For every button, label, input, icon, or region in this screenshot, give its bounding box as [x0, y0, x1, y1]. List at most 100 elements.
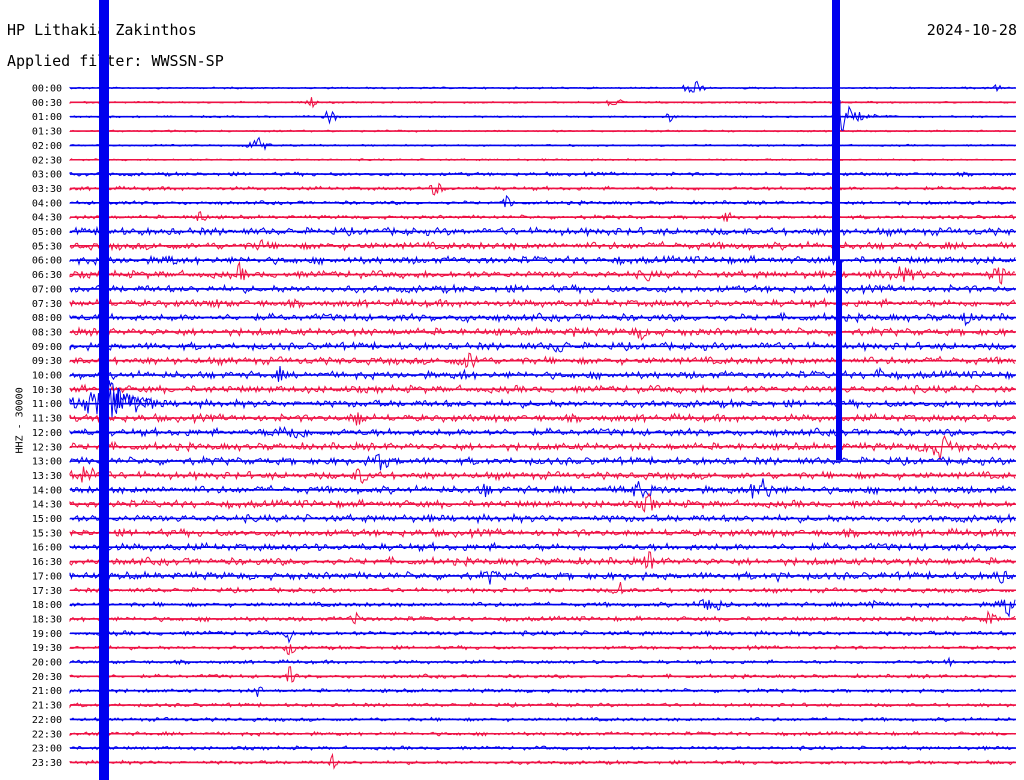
time-tick-label: 07:00 [32, 284, 62, 295]
time-tick-label: 23:30 [32, 758, 62, 769]
seismic-trace [69, 629, 1016, 644]
date-label: 2024-10-28 [926, 21, 1017, 39]
trace-row-1130: 11:30 [32, 412, 1016, 426]
time-tick-label: 15:30 [32, 528, 62, 539]
time-tick-label: 14:30 [32, 500, 62, 511]
trace-row-1500: 15:00 [32, 512, 1016, 525]
time-tick-label: 10:30 [32, 385, 62, 396]
trace-row-1800: 18:00 [32, 598, 1016, 618]
seismic-trace [69, 527, 1016, 540]
trace-row-2130: 21:30 [32, 701, 1016, 712]
time-tick-label: 17:30 [32, 586, 62, 597]
trace-row-1930: 19:30 [32, 643, 1016, 656]
trace-row-1530: 15:30 [32, 527, 1016, 540]
trace-row-0400: 04:00 [32, 194, 1016, 209]
time-tick-label: 06:30 [32, 270, 62, 281]
trace-row-1100: 11:00 [32, 387, 1016, 418]
seismic-trace [69, 311, 1016, 327]
time-tick-label: 14:00 [32, 485, 62, 496]
trace-row-0130: 01:30 [32, 127, 1016, 138]
seismic-trace [69, 610, 1016, 625]
trace-row-0500: 05:00 [32, 225, 1016, 238]
trace-row-1300: 13:00 [32, 453, 1016, 471]
time-tick-label: 16:30 [32, 557, 62, 568]
seismic-trace [69, 569, 1016, 585]
time-tick-label: 07:30 [32, 299, 62, 310]
seismic-trace [69, 80, 1016, 94]
time-tick-label: 12:30 [32, 442, 62, 453]
trace-row-0300: 03:00 [32, 170, 1016, 181]
trace-row-1230: 12:30 [32, 434, 1016, 461]
seismic-trace [69, 581, 1016, 595]
time-tick-label: 09:00 [32, 342, 62, 353]
seismic-trace [69, 297, 1016, 310]
time-tick-label: 02:00 [32, 141, 62, 152]
seismic-trace [69, 666, 1016, 683]
trace-row-0100: 01:00 [32, 110, 1016, 125]
seismic-trace [69, 478, 1016, 499]
trace-row-1030: 10:30 [32, 383, 1016, 396]
trace-row-0330: 03:30 [32, 182, 1016, 196]
time-tick-label: 23:00 [32, 744, 62, 755]
time-tick-label: 17:00 [32, 571, 62, 582]
trace-row-1430: 14:30 [32, 492, 1016, 513]
trace-row-0700: 07:00 [32, 283, 1016, 295]
time-tick-label: 00:00 [32, 84, 62, 95]
time-tick-label: 12:00 [32, 428, 62, 439]
seismic-trace [69, 325, 1016, 341]
time-tick-label: 01:30 [32, 127, 62, 138]
time-tick-label: 19:00 [32, 629, 62, 640]
trace-row-0630: 06:30 [32, 260, 1016, 285]
seismic-trace [69, 598, 1016, 618]
time-tick-label: 13:00 [32, 457, 62, 468]
trace-row-1600: 16:00 [32, 541, 1016, 554]
trace-row-1400: 14:00 [32, 478, 1016, 499]
time-tick-label: 03:30 [32, 184, 62, 195]
time-tick-label: 05:00 [32, 227, 62, 238]
time-tick-label: 03:00 [32, 170, 62, 181]
trace-row-1000: 10:00 [32, 366, 1016, 382]
time-tick-label: 20:00 [32, 658, 62, 669]
time-tick-label: 10:00 [32, 371, 62, 382]
large-event-band [99, 0, 109, 780]
time-tick-label: 19:30 [32, 643, 62, 654]
time-tick-label: 04:30 [32, 213, 62, 224]
trace-row-1700: 17:00 [32, 569, 1016, 585]
trace-row-2230: 22:30 [32, 729, 1016, 740]
time-tick-label: 09:30 [32, 356, 62, 367]
time-tick-label: 11:30 [32, 414, 62, 425]
time-tick-label: 22:00 [32, 715, 62, 726]
time-tick-label: 08:00 [32, 313, 62, 324]
trace-row-1900: 19:00 [32, 629, 1016, 644]
time-tick-label: 18:30 [32, 614, 62, 625]
time-tick-label: 04:00 [32, 198, 62, 209]
time-tick-label: 11:00 [32, 399, 62, 410]
trace-row-0600: 06:00 [32, 254, 1016, 267]
seismic-trace [69, 254, 1016, 267]
trace-row-0900: 09:00 [32, 340, 1016, 353]
trace-row-2030: 20:30 [32, 666, 1016, 683]
event-coda-2 [107, 380, 151, 409]
time-tick-label: 06:00 [32, 256, 62, 267]
time-tick-label: 21:30 [32, 701, 62, 712]
large-event-band-2 [832, 0, 840, 260]
trace-row-2100: 21:00 [32, 686, 1016, 697]
trace-row-1830: 18:30 [32, 610, 1016, 625]
trace-row-1630: 16:30 [32, 551, 1016, 570]
seismic-trace [69, 644, 1016, 656]
seismic-trace [69, 136, 1016, 151]
time-tick-label: 15:00 [32, 514, 62, 525]
seismic-trace [69, 752, 1016, 770]
trace-row-0930: 09:30 [32, 352, 1016, 369]
time-tick-label: 13:30 [32, 471, 62, 482]
seismic-trace [69, 366, 1016, 382]
large-event-band-3 [836, 260, 842, 460]
time-tick-label: 00:30 [32, 98, 62, 109]
time-tick-label: 22:30 [32, 729, 62, 740]
event-coda [839, 100, 899, 132]
trace-row-2330: 23:30 [32, 752, 1016, 770]
seismic-trace [69, 260, 1016, 285]
seismic-trace [69, 387, 1016, 418]
seismic-trace [69, 434, 1016, 461]
